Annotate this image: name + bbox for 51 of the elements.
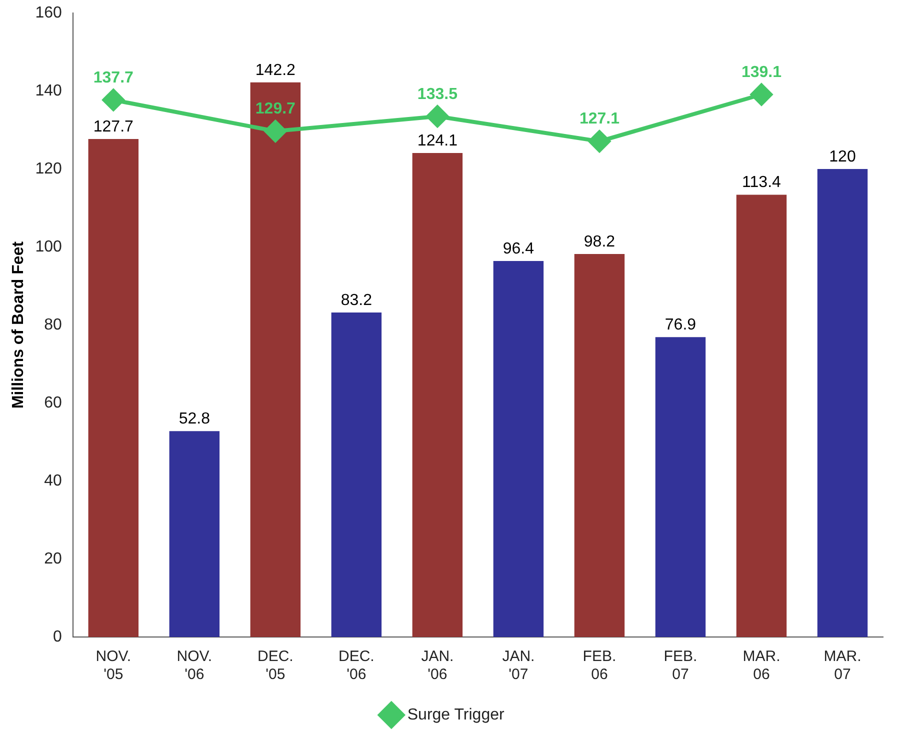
bar bbox=[817, 169, 868, 637]
y-tick-label: 20 bbox=[44, 550, 62, 568]
bar bbox=[250, 82, 301, 637]
y-tick-label: 40 bbox=[44, 472, 62, 490]
data-label: 133.5 bbox=[417, 86, 458, 103]
y-tick-label: 140 bbox=[35, 82, 62, 100]
legend-label: Surge Trigger bbox=[407, 706, 505, 724]
x-tick-label: FEB. 07 bbox=[664, 648, 698, 684]
bar bbox=[655, 337, 706, 637]
data-label: 83.2 bbox=[340, 292, 372, 309]
x-tick-label: NOV. '06 bbox=[176, 648, 212, 684]
point bbox=[426, 105, 448, 128]
y-tick-label: 60 bbox=[44, 394, 62, 412]
bar bbox=[88, 138, 139, 637]
x-tick-label: MAR. 06 bbox=[742, 648, 780, 684]
x-tick-label: MAR. 07 bbox=[824, 648, 862, 684]
point bbox=[750, 84, 772, 106]
bar bbox=[574, 254, 625, 637]
x-tick-label: DEC. '05 bbox=[258, 648, 294, 684]
y-axis-title: Millions of Board Feet bbox=[10, 240, 28, 409]
bar bbox=[169, 431, 220, 637]
point bbox=[102, 88, 124, 111]
x-tick-label: NOV. '05 bbox=[96, 648, 132, 684]
y-tick-label: 0 bbox=[52, 628, 62, 646]
data-label: 96.4 bbox=[502, 240, 534, 258]
bar bbox=[493, 261, 544, 637]
data-label: 76.9 bbox=[664, 316, 696, 334]
data-label: 120 bbox=[829, 148, 856, 166]
data-label: 124.1 bbox=[417, 132, 458, 150]
x-tick-label: DEC. '06 bbox=[338, 648, 374, 684]
data-label: 98.2 bbox=[584, 233, 616, 250]
data-label: 127.1 bbox=[579, 110, 620, 128]
y-tick-label: 80 bbox=[44, 316, 62, 334]
data-label: 127.7 bbox=[93, 118, 134, 136]
bar bbox=[736, 194, 787, 637]
bar bbox=[331, 312, 382, 637]
bar bbox=[412, 153, 463, 637]
data-label: 137.7 bbox=[93, 69, 134, 86]
data-label: 142.2 bbox=[255, 62, 296, 79]
point bbox=[588, 130, 610, 152]
data-label: 129.7 bbox=[255, 100, 296, 118]
y-tick-label: 120 bbox=[35, 160, 62, 178]
data-label: 139.1 bbox=[741, 64, 782, 81]
x-tick-label: JAN. '07 bbox=[502, 648, 535, 684]
data-label: 52.8 bbox=[178, 410, 210, 428]
data-label: 113.4 bbox=[742, 174, 782, 192]
point bbox=[264, 120, 286, 142]
y-tick-label: 160 bbox=[35, 4, 62, 22]
x-tick-label: JAN. '06 bbox=[421, 648, 454, 684]
y-tick-label: 100 bbox=[35, 238, 62, 256]
x-tick-label: FEB. 06 bbox=[582, 648, 616, 684]
